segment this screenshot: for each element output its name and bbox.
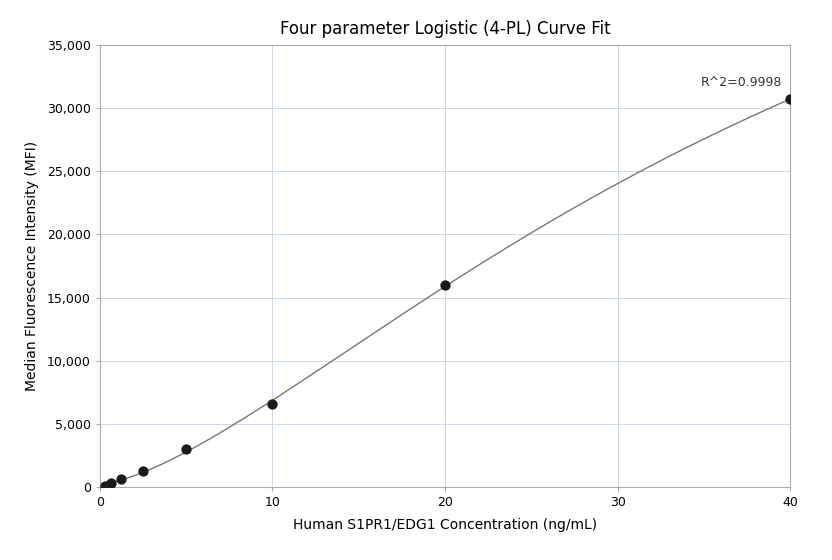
Title: Four parameter Logistic (4-PL) Curve Fit: Four parameter Logistic (4-PL) Curve Fit — [280, 20, 611, 38]
Text: R^2=0.9998: R^2=0.9998 — [701, 76, 782, 89]
Y-axis label: Median Fluorescence Intensity (MFI): Median Fluorescence Intensity (MFI) — [25, 141, 38, 391]
Point — [180, 445, 193, 454]
Point — [266, 399, 280, 408]
X-axis label: Human S1PR1/EDG1 Concentration (ng/mL): Human S1PR1/EDG1 Concentration (ng/mL) — [293, 517, 597, 531]
Point — [136, 466, 150, 475]
Point — [438, 281, 452, 290]
Point — [784, 95, 797, 104]
Point — [104, 479, 117, 488]
Point — [115, 474, 128, 483]
Point — [98, 481, 111, 490]
